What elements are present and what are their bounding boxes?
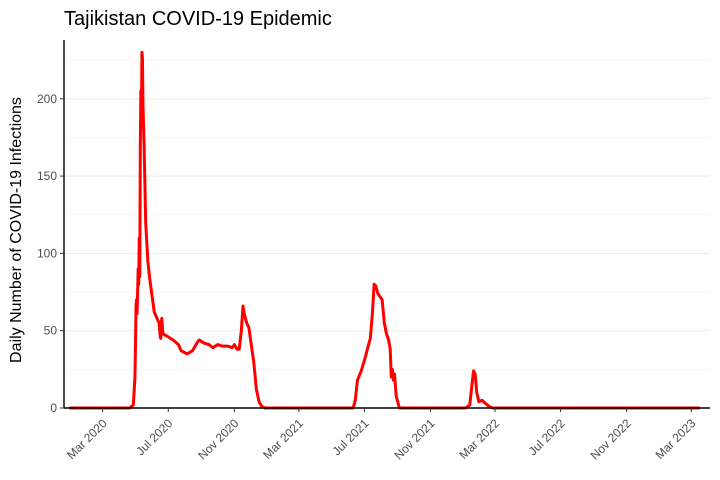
x-tick-label-9: Mar 2023: [653, 416, 699, 462]
x-tick-label-4: Jul 2021: [330, 416, 372, 458]
x-tick-label-1: Jul 2020: [133, 416, 175, 458]
x-tick-label-3: Mar 2021: [260, 416, 306, 462]
x-tick-label-5: Nov 2021: [391, 416, 437, 462]
y-tick-label-2: 100: [37, 246, 57, 260]
x-tick-label-6: Mar 2022: [456, 416, 502, 462]
chart-title: Tajikistan COVID-19 Epidemic: [64, 8, 332, 30]
y-tick-label-0: 0: [50, 401, 57, 415]
series-line-0: [68, 50, 701, 410]
minor-gridlines: [64, 59, 710, 370]
x-tick-label-0: Mar 2020: [64, 416, 110, 462]
x-tick-label-8: Nov 2022: [588, 416, 634, 462]
y-tick-label-3: 150: [37, 169, 57, 183]
major-gridlines: [64, 98, 710, 409]
x-axis-ticks: Mar 2020 Jul 2020 Nov 2020 Mar 2021 Jul 2021…: [64, 408, 699, 462]
x-tick-label-2: Nov 2020: [195, 416, 241, 462]
series-layer: [68, 50, 701, 410]
y-axis-ticks: 0 50 100 150 200: [37, 92, 64, 415]
y-tick-label-4: 200: [37, 92, 57, 106]
x-tick-label-7: Jul 2022: [526, 416, 568, 458]
y-tick-label-1: 50: [44, 324, 58, 338]
y-axis-label: Daily Number of COVID-19 Infections: [8, 97, 25, 363]
